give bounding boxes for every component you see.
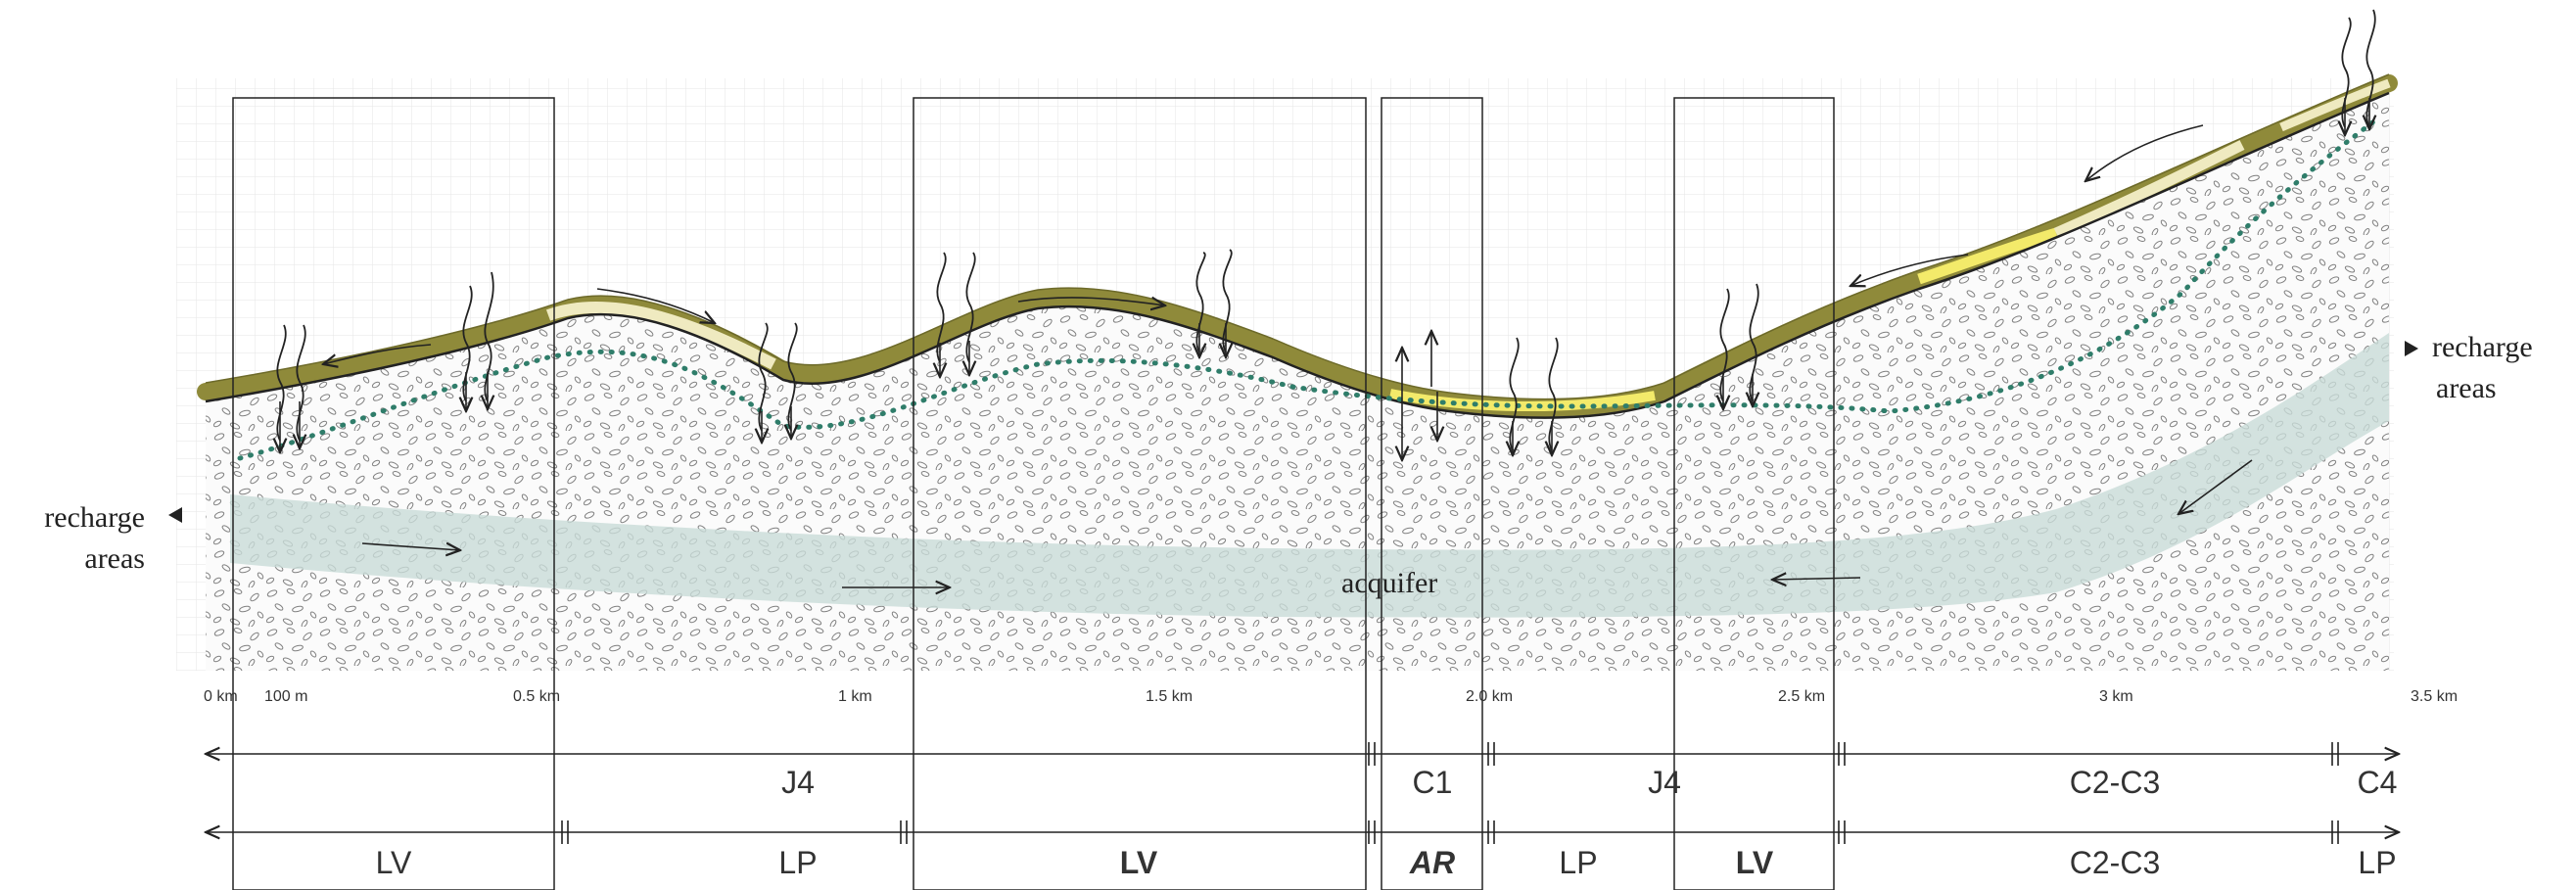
zone-row1-label: J4 [1648, 765, 1681, 800]
right-recharge-label: recharge areas [2405, 331, 2533, 404]
zone-row1-label: C2-C3 [2070, 765, 2160, 800]
tick-label: 100 m [264, 688, 307, 705]
zone-row-2 [206, 820, 2399, 844]
right-recharge-line2: areas [2436, 372, 2497, 404]
subsurface-gravel [206, 83, 2389, 671]
tick-label: 1 km [838, 688, 872, 705]
right-pointer-icon [2405, 341, 2418, 356]
zone-row2-label: LP [2358, 845, 2396, 880]
infiltration-arrows [280, 98, 2369, 460]
zone-row2-label: LP [1559, 845, 1597, 880]
zone-row1-label: C4 [2358, 765, 2398, 800]
groundwater-flow-arrows [361, 459, 2253, 587]
zone-row2-label: LV [1736, 845, 1774, 880]
tick-label: 3 km [2099, 688, 2133, 705]
zone-row2-label: LP [778, 845, 817, 880]
tick-label: 2.5 km [1778, 688, 1825, 705]
zone-row-1 [206, 742, 2399, 766]
water-table-line [237, 115, 2382, 461]
upward-arrows [1402, 331, 1431, 392]
left-pointer-icon [168, 507, 182, 523]
zone-row2-label: AR [1409, 845, 1455, 880]
left-recharge-label: recharge areas [44, 501, 182, 575]
tick-label: 3.5 km [2411, 688, 2458, 705]
zone-row2-label: C2-C3 [2070, 845, 2160, 880]
soil-layer [197, 73, 2398, 419]
zone-row2-label: LV [1120, 845, 1158, 880]
distance-scale: 0 km 100 m 0.5 km 1 km 1.5 km 2.0 km 2.5… [204, 688, 2458, 705]
tick-label: 0.5 km [513, 688, 560, 705]
zone-row1-label: J4 [781, 765, 815, 800]
evaporation-symbols [276, 9, 2376, 451]
tick-label: 0 km [204, 688, 238, 705]
zone-row1-label: C1 [1413, 765, 1453, 800]
aquifer-band [230, 333, 2389, 618]
zone-boxes [232, 97, 1835, 890]
tick-label: 1.5 km [1146, 688, 1193, 705]
tick-label: 2.0 km [1466, 688, 1513, 705]
runoff-arrows [323, 124, 2204, 364]
right-recharge-line1: recharge [2432, 331, 2533, 363]
zone-row2-label: LV [376, 845, 412, 880]
aquifer-label: acquifer [1341, 567, 1437, 599]
left-recharge-line1: recharge [44, 501, 145, 534]
left-recharge-line2: areas [84, 542, 145, 575]
